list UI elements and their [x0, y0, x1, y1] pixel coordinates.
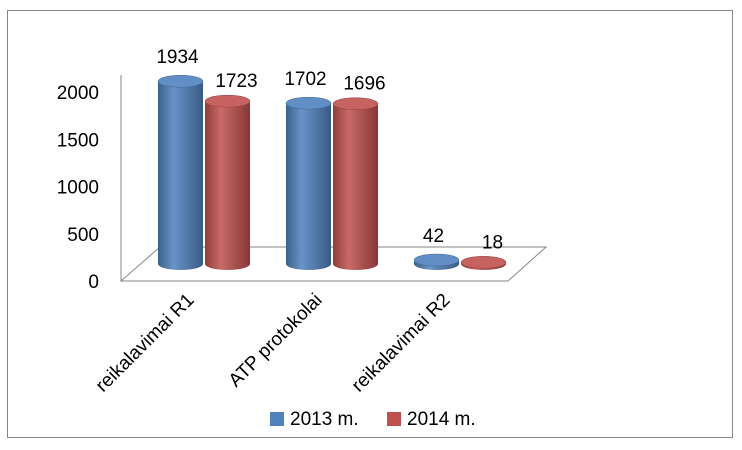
y-tick-label: 2000	[57, 83, 99, 104]
legend-label: 2013 m.	[290, 409, 359, 430]
legend-label: 2014 m.	[407, 409, 476, 430]
bar	[204, 94, 251, 270]
bar	[460, 256, 507, 270]
y-tick-label: 500	[67, 225, 99, 246]
x-tick-label: reikalavimai R2	[348, 290, 455, 397]
y-tick-label: 1500	[57, 130, 99, 151]
chart-frame	[7, 10, 733, 438]
data-label: 1702	[284, 69, 326, 90]
y-tick-label: 1000	[57, 178, 99, 199]
legend-swatch	[387, 412, 401, 426]
bar	[332, 97, 379, 270]
data-label: 42	[423, 226, 444, 247]
data-label: 1696	[343, 74, 385, 95]
data-label: 18	[482, 232, 503, 253]
y-tick-label: 0	[88, 272, 99, 293]
x-tick-label: ATP protokolai	[225, 290, 327, 392]
legend-swatch	[270, 412, 284, 426]
bar	[285, 96, 332, 270]
data-label: 1723	[215, 71, 257, 92]
data-label: 1934	[156, 47, 199, 68]
bar	[157, 74, 204, 270]
bar	[413, 253, 460, 270]
x-tick-label: reikalavimai R1	[92, 290, 199, 397]
